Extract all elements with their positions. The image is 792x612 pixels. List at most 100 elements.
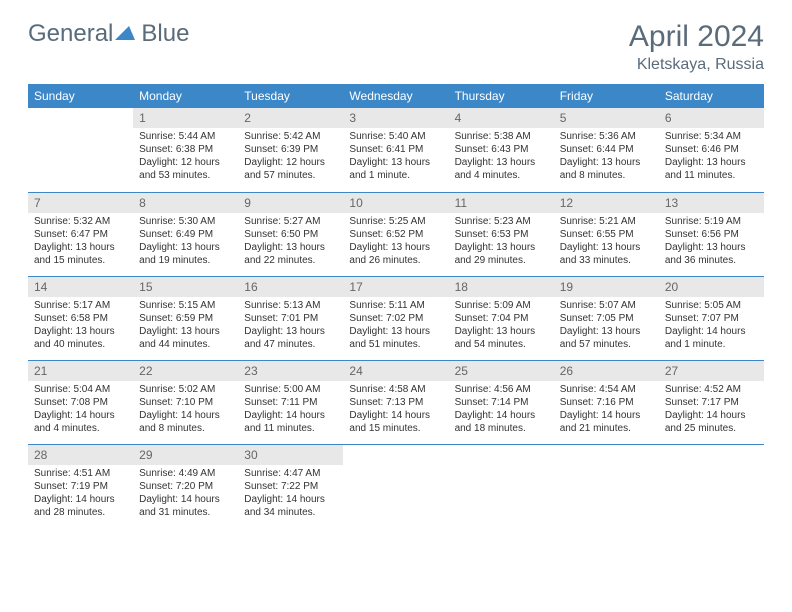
calendar-day: 7Sunrise: 5:32 AMSunset: 6:47 PMDaylight… xyxy=(28,192,133,276)
calendar-day: 9Sunrise: 5:27 AMSunset: 6:50 PMDaylight… xyxy=(238,192,343,276)
day-number: 23 xyxy=(238,361,343,381)
day-number: 14 xyxy=(28,277,133,297)
day-details: Sunrise: 5:44 AMSunset: 6:38 PMDaylight:… xyxy=(133,128,238,186)
day-number: 21 xyxy=(28,361,133,381)
day-number: 24 xyxy=(343,361,448,381)
day-number: 13 xyxy=(659,193,764,213)
day-number: 20 xyxy=(659,277,764,297)
calendar-day: 16Sunrise: 5:13 AMSunset: 7:01 PMDayligh… xyxy=(238,276,343,360)
day-details: Sunrise: 5:09 AMSunset: 7:04 PMDaylight:… xyxy=(449,297,554,355)
header: General Blue April 2024 Kletskaya, Russi… xyxy=(28,20,764,74)
calendar-day: 24Sunrise: 4:58 AMSunset: 7:13 PMDayligh… xyxy=(343,360,448,444)
day-details: Sunrise: 5:36 AMSunset: 6:44 PMDaylight:… xyxy=(554,128,659,186)
day-number: 11 xyxy=(449,193,554,213)
dow-header: Saturday xyxy=(659,84,764,108)
day-details: Sunrise: 4:52 AMSunset: 7:17 PMDaylight:… xyxy=(659,381,764,439)
day-details: Sunrise: 5:11 AMSunset: 7:02 PMDaylight:… xyxy=(343,297,448,355)
calendar-day: 18Sunrise: 5:09 AMSunset: 7:04 PMDayligh… xyxy=(449,276,554,360)
day-number: 19 xyxy=(554,277,659,297)
day-details: Sunrise: 5:05 AMSunset: 7:07 PMDaylight:… xyxy=(659,297,764,355)
day-details: Sunrise: 4:47 AMSunset: 7:22 PMDaylight:… xyxy=(238,465,343,523)
calendar-day: 5Sunrise: 5:36 AMSunset: 6:44 PMDaylight… xyxy=(554,108,659,192)
day-details: Sunrise: 5:19 AMSunset: 6:56 PMDaylight:… xyxy=(659,213,764,271)
dow-header: Tuesday xyxy=(238,84,343,108)
calendar-day: 17Sunrise: 5:11 AMSunset: 7:02 PMDayligh… xyxy=(343,276,448,360)
day-details: Sunrise: 5:23 AMSunset: 6:53 PMDaylight:… xyxy=(449,213,554,271)
calendar-day: 14Sunrise: 5:17 AMSunset: 6:58 PMDayligh… xyxy=(28,276,133,360)
calendar-table: SundayMondayTuesdayWednesdayThursdayFrid… xyxy=(28,84,764,528)
day-number: 27 xyxy=(659,361,764,381)
calendar-day: 12Sunrise: 5:21 AMSunset: 6:55 PMDayligh… xyxy=(554,192,659,276)
day-number: 26 xyxy=(554,361,659,381)
day-details: Sunrise: 4:58 AMSunset: 7:13 PMDaylight:… xyxy=(343,381,448,439)
logo-triangle-icon xyxy=(115,22,139,47)
calendar-day: 15Sunrise: 5:15 AMSunset: 6:59 PMDayligh… xyxy=(133,276,238,360)
calendar-day: 2Sunrise: 5:42 AMSunset: 6:39 PMDaylight… xyxy=(238,108,343,192)
day-number: 25 xyxy=(449,361,554,381)
day-number: 8 xyxy=(133,193,238,213)
calendar-header: SundayMondayTuesdayWednesdayThursdayFrid… xyxy=(28,84,764,108)
day-number: 15 xyxy=(133,277,238,297)
day-details: Sunrise: 4:49 AMSunset: 7:20 PMDaylight:… xyxy=(133,465,238,523)
location: Kletskaya, Russia xyxy=(629,56,764,74)
day-number: 10 xyxy=(343,193,448,213)
calendar-day: 4Sunrise: 5:38 AMSunset: 6:43 PMDaylight… xyxy=(449,108,554,192)
month-title: April 2024 xyxy=(629,20,764,54)
day-details: Sunrise: 5:27 AMSunset: 6:50 PMDaylight:… xyxy=(238,213,343,271)
day-number: 5 xyxy=(554,108,659,128)
calendar-empty xyxy=(28,108,133,192)
calendar-day: 23Sunrise: 5:00 AMSunset: 7:11 PMDayligh… xyxy=(238,360,343,444)
calendar-empty xyxy=(449,444,554,528)
dow-header: Thursday xyxy=(449,84,554,108)
calendar-body: 1Sunrise: 5:44 AMSunset: 6:38 PMDaylight… xyxy=(28,108,764,528)
day-details: Sunrise: 5:21 AMSunset: 6:55 PMDaylight:… xyxy=(554,213,659,271)
day-number: 2 xyxy=(238,108,343,128)
day-details: Sunrise: 5:15 AMSunset: 6:59 PMDaylight:… xyxy=(133,297,238,355)
day-number: 3 xyxy=(343,108,448,128)
logo-general: General xyxy=(28,20,113,48)
day-number: 16 xyxy=(238,277,343,297)
day-details: Sunrise: 5:38 AMSunset: 6:43 PMDaylight:… xyxy=(449,128,554,186)
calendar-day: 6Sunrise: 5:34 AMSunset: 6:46 PMDaylight… xyxy=(659,108,764,192)
day-details: Sunrise: 5:40 AMSunset: 6:41 PMDaylight:… xyxy=(343,128,448,186)
day-details: Sunrise: 4:54 AMSunset: 7:16 PMDaylight:… xyxy=(554,381,659,439)
day-details: Sunrise: 4:51 AMSunset: 7:19 PMDaylight:… xyxy=(28,465,133,523)
day-details: Sunrise: 5:34 AMSunset: 6:46 PMDaylight:… xyxy=(659,128,764,186)
calendar-day: 11Sunrise: 5:23 AMSunset: 6:53 PMDayligh… xyxy=(449,192,554,276)
calendar-day: 19Sunrise: 5:07 AMSunset: 7:05 PMDayligh… xyxy=(554,276,659,360)
calendar-day: 8Sunrise: 5:30 AMSunset: 6:49 PMDaylight… xyxy=(133,192,238,276)
calendar-day: 10Sunrise: 5:25 AMSunset: 6:52 PMDayligh… xyxy=(343,192,448,276)
day-number: 22 xyxy=(133,361,238,381)
day-number: 9 xyxy=(238,193,343,213)
day-details: Sunrise: 5:42 AMSunset: 6:39 PMDaylight:… xyxy=(238,128,343,186)
calendar-day: 1Sunrise: 5:44 AMSunset: 6:38 PMDaylight… xyxy=(133,108,238,192)
calendar-day: 3Sunrise: 5:40 AMSunset: 6:41 PMDaylight… xyxy=(343,108,448,192)
day-details: Sunrise: 5:25 AMSunset: 6:52 PMDaylight:… xyxy=(343,213,448,271)
day-details: Sunrise: 5:02 AMSunset: 7:10 PMDaylight:… xyxy=(133,381,238,439)
day-details: Sunrise: 5:30 AMSunset: 6:49 PMDaylight:… xyxy=(133,213,238,271)
calendar-day: 22Sunrise: 5:02 AMSunset: 7:10 PMDayligh… xyxy=(133,360,238,444)
calendar-day: 29Sunrise: 4:49 AMSunset: 7:20 PMDayligh… xyxy=(133,444,238,528)
calendar-day: 13Sunrise: 5:19 AMSunset: 6:56 PMDayligh… xyxy=(659,192,764,276)
calendar-empty xyxy=(659,444,764,528)
calendar-empty xyxy=(343,444,448,528)
calendar-day: 28Sunrise: 4:51 AMSunset: 7:19 PMDayligh… xyxy=(28,444,133,528)
day-details: Sunrise: 5:13 AMSunset: 7:01 PMDaylight:… xyxy=(238,297,343,355)
day-details: Sunrise: 5:07 AMSunset: 7:05 PMDaylight:… xyxy=(554,297,659,355)
day-number: 4 xyxy=(449,108,554,128)
dow-header: Wednesday xyxy=(343,84,448,108)
day-number: 12 xyxy=(554,193,659,213)
calendar-empty xyxy=(554,444,659,528)
day-details: Sunrise: 5:04 AMSunset: 7:08 PMDaylight:… xyxy=(28,381,133,439)
day-number: 17 xyxy=(343,277,448,297)
day-details: Sunrise: 5:32 AMSunset: 6:47 PMDaylight:… xyxy=(28,213,133,271)
calendar-day: 27Sunrise: 4:52 AMSunset: 7:17 PMDayligh… xyxy=(659,360,764,444)
day-number: 18 xyxy=(449,277,554,297)
logo: General Blue xyxy=(28,20,189,48)
day-number: 30 xyxy=(238,445,343,465)
day-details: Sunrise: 5:00 AMSunset: 7:11 PMDaylight:… xyxy=(238,381,343,439)
dow-header: Sunday xyxy=(28,84,133,108)
day-details: Sunrise: 5:17 AMSunset: 6:58 PMDaylight:… xyxy=(28,297,133,355)
title-block: April 2024 Kletskaya, Russia xyxy=(629,20,764,74)
calendar-day: 26Sunrise: 4:54 AMSunset: 7:16 PMDayligh… xyxy=(554,360,659,444)
